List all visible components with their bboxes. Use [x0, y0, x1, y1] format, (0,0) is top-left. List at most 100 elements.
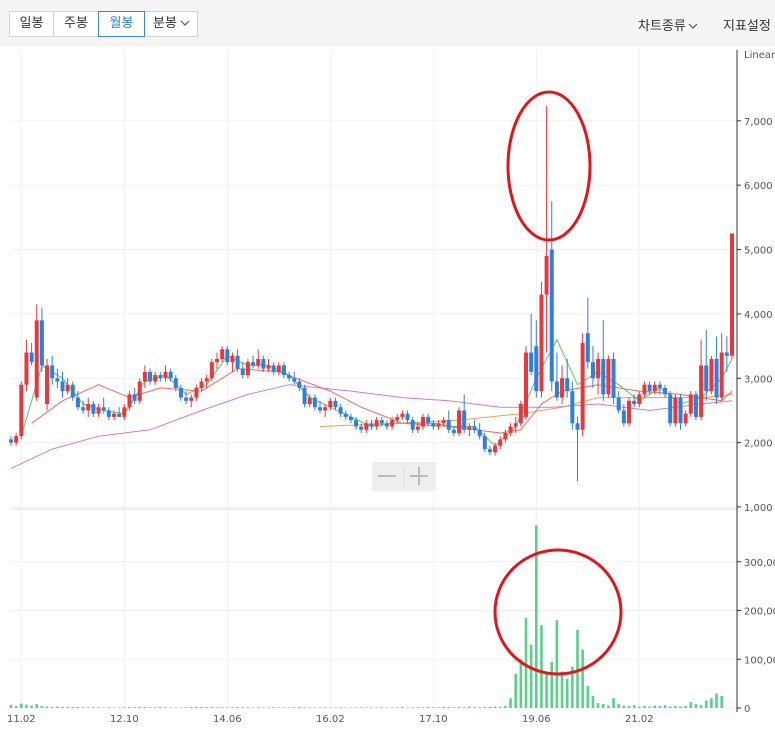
- candle-body: [209, 362, 214, 379]
- candle-body: [724, 352, 729, 356]
- x-tick-label: 11.02: [7, 714, 36, 725]
- candle-body: [297, 381, 302, 388]
- period-button[interactable]: 월봉: [98, 11, 145, 37]
- volume-bar: [442, 706, 445, 708]
- candle-body: [364, 423, 369, 430]
- candle-body: [348, 416, 353, 421]
- period-button[interactable]: 일봉: [9, 11, 54, 37]
- candle-body: [292, 378, 297, 382]
- volume-bar: [509, 698, 512, 708]
- candle-body: [266, 365, 271, 369]
- candle-body: [312, 397, 317, 408]
- toolbar: 일봉 주봉 월봉 분봉 차트종류 지표설정: [0, 0, 775, 46]
- candle-body: [127, 394, 132, 408]
- volume-bar: [715, 693, 718, 708]
- volume-bar: [303, 707, 306, 708]
- candle-body: [374, 420, 379, 427]
- indicator-menu[interactable]: 지표설정: [723, 15, 771, 34]
- candle-body: [482, 436, 487, 450]
- candle-body: [647, 384, 652, 392]
- period-button[interactable]: 주봉: [53, 11, 99, 37]
- candle-body: [400, 413, 405, 417]
- candle-body: [178, 387, 183, 398]
- candle-body: [199, 381, 204, 388]
- volume-bar: [292, 707, 296, 708]
- candle-body: [142, 371, 147, 382]
- volume-bar: [215, 707, 219, 708]
- ma-line: [20, 338, 733, 447]
- candle-body: [395, 416, 400, 421]
- candle-body: [529, 352, 534, 372]
- candle-body: [9, 439, 13, 443]
- volume-bar: [246, 707, 250, 708]
- candle-body: [112, 413, 116, 417]
- candle-body: [215, 358, 219, 363]
- chevron: [180, 20, 190, 26]
- candle-body: [596, 358, 601, 379]
- volume-bar: [576, 630, 579, 708]
- candle-body: [693, 394, 698, 417]
- candle-body: [714, 358, 719, 398]
- volume-bar: [679, 706, 682, 708]
- zoom-control[interactable]: [372, 462, 436, 491]
- candle-body: [251, 362, 256, 366]
- candle-body: [657, 384, 662, 388]
- volume-bar: [653, 705, 657, 708]
- candle-body: [390, 420, 395, 427]
- candle-body: [137, 381, 142, 401]
- volume-bar: [164, 707, 167, 708]
- candle-body: [50, 365, 55, 379]
- x-tick-label: 12.10: [110, 714, 139, 725]
- candle-body: [632, 400, 637, 405]
- candle-body: [534, 346, 539, 392]
- volume-bar: [401, 707, 404, 708]
- volume-bar: [591, 695, 595, 708]
- volume-bar: [519, 659, 523, 708]
- candle-body: [436, 423, 441, 427]
- volume-bar: [462, 707, 466, 708]
- y-tick-label: 1,000: [744, 503, 773, 514]
- candle-body: [524, 352, 528, 417]
- volume-bar: [668, 706, 672, 708]
- candle-body: [271, 365, 276, 372]
- candle-body: [333, 400, 338, 408]
- candle-body: [354, 420, 359, 427]
- candle-body: [132, 394, 137, 401]
- candle-body: [503, 432, 508, 440]
- candle-body: [441, 420, 446, 424]
- y-tick-label: 6,000: [744, 181, 773, 192]
- volume-bar: [581, 649, 584, 708]
- volume-bar: [699, 705, 703, 708]
- volume-bar: [632, 705, 636, 708]
- volume-bar: [138, 706, 142, 708]
- candle-body: [70, 384, 75, 398]
- candle-body: [318, 407, 322, 411]
- volume-bar: [14, 706, 18, 708]
- candle-body: [287, 375, 292, 379]
- volume-bar: [627, 706, 631, 708]
- chart: Linear 11.02 12.10 14.06 16.02 17.10 19.06 21.…: [7, 50, 775, 725]
- chart-type-menu[interactable]: 차트종류: [638, 15, 698, 34]
- period-button[interactable]: 분봉: [144, 11, 198, 37]
- candle-body: [590, 362, 595, 379]
- volume-bar: [426, 707, 430, 708]
- volume-bar: [694, 704, 698, 708]
- candle-body: [637, 394, 642, 405]
- volume-bar: [323, 707, 327, 708]
- volume-bar: [483, 707, 487, 708]
- y-tick-label: 3,000: [744, 374, 773, 385]
- candle-body: [498, 439, 503, 446]
- volume-bar: [524, 617, 528, 708]
- candle-body: [14, 436, 19, 443]
- volume-bar: [128, 707, 131, 708]
- candle-body: [384, 423, 389, 427]
- volume-bar: [123, 707, 126, 708]
- volume-bar: [76, 707, 80, 708]
- volume-bar: [535, 525, 538, 708]
- candle-body: [616, 397, 621, 411]
- candle-body: [281, 365, 286, 376]
- marks: [9, 105, 734, 708]
- volume-bar: [9, 705, 13, 708]
- candle-body: [560, 378, 565, 398]
